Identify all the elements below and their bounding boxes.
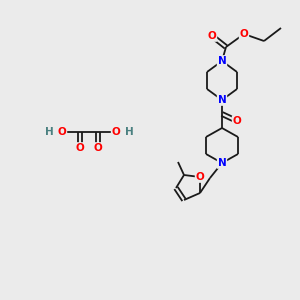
Text: O: O <box>76 143 84 153</box>
Text: O: O <box>240 29 248 39</box>
Text: H: H <box>45 127 53 137</box>
Text: O: O <box>196 172 204 182</box>
Text: N: N <box>218 56 226 66</box>
Text: O: O <box>58 127 66 137</box>
Text: O: O <box>208 31 216 41</box>
Text: N: N <box>218 95 226 105</box>
Text: N: N <box>218 158 226 168</box>
Text: O: O <box>232 116 242 126</box>
Text: O: O <box>94 143 102 153</box>
Text: H: H <box>124 127 134 137</box>
Text: O: O <box>112 127 120 137</box>
